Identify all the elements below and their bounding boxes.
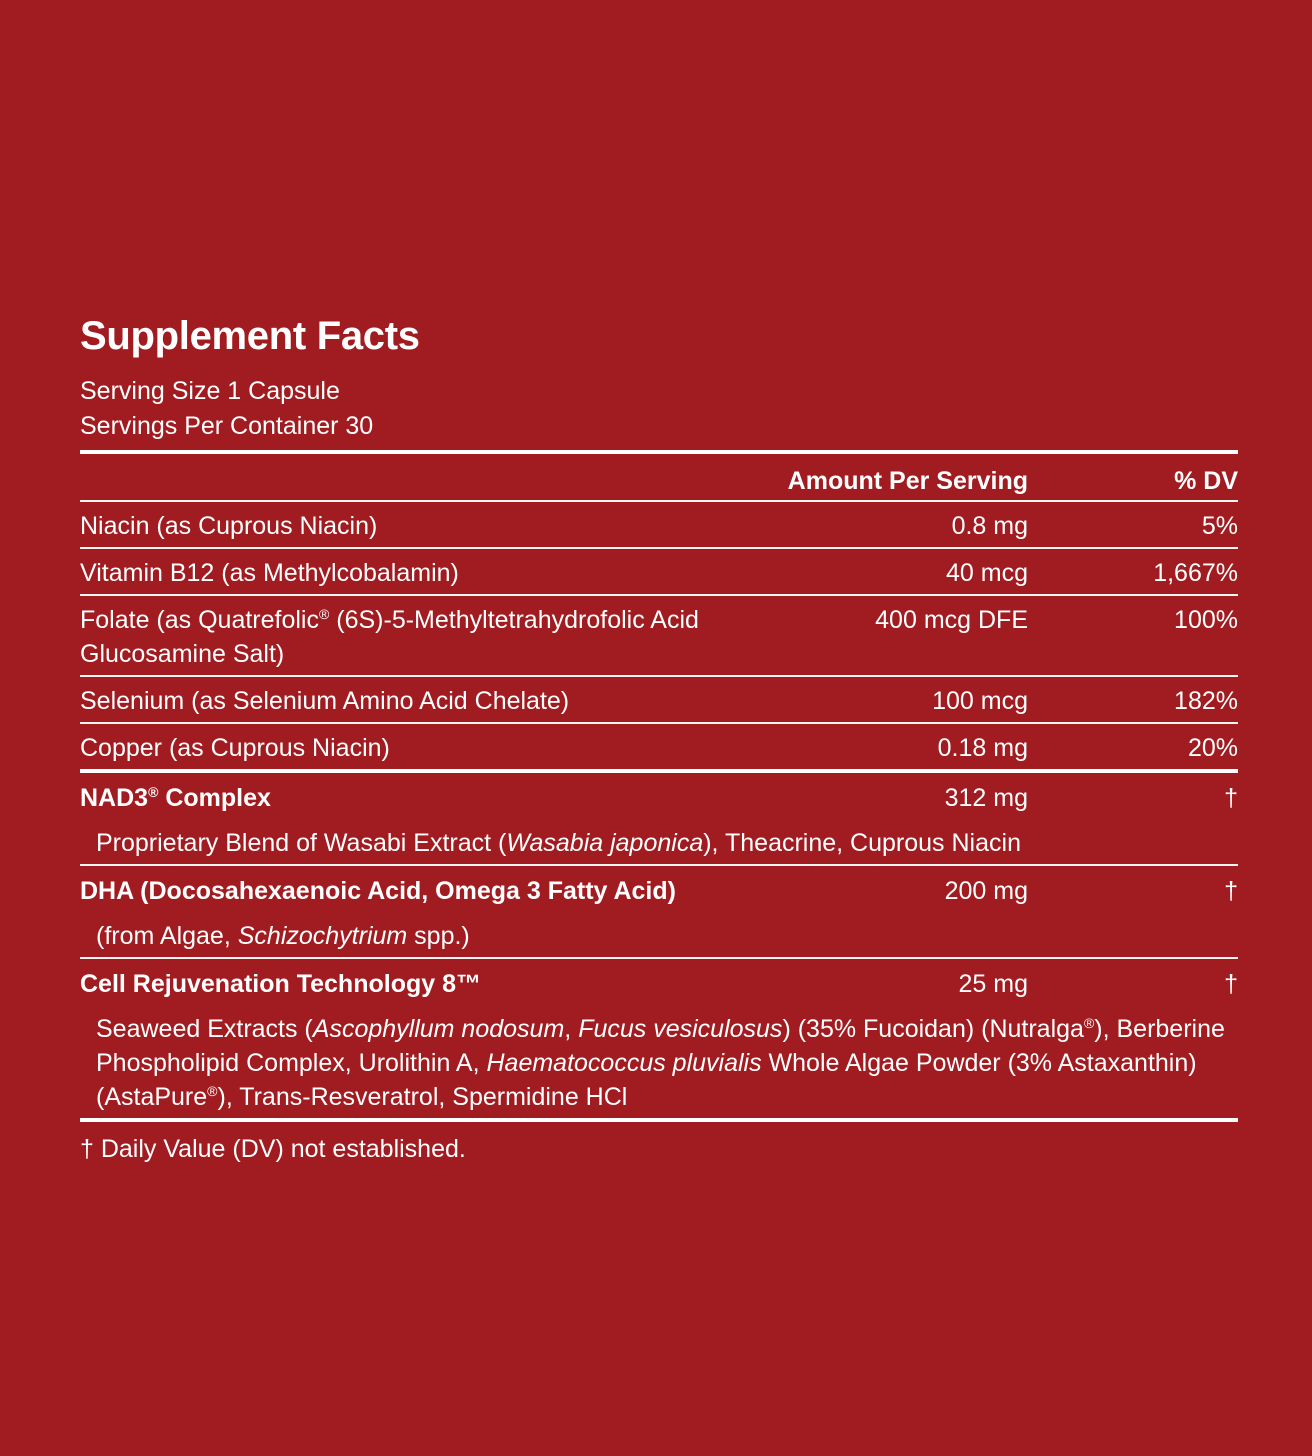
blend-description-italic: Wasabia japonica: [506, 829, 704, 857]
nutrient-amount: 40 mcg: [946, 559, 1028, 587]
divider: [80, 957, 1238, 959]
nutrient-row: Selenium (as Selenium Amino Acid Chelate…: [80, 677, 1238, 722]
nutrient-list: Niacin (as Cuprous Niacin) 0.8 mg 5% Vitami…: [80, 500, 1238, 769]
nutrient-name: Selenium (as Selenium Amino Acid Chelate…: [80, 687, 570, 715]
blend-description: Seaweed Extracts (Ascophyllum nodosum, F…: [80, 1005, 1238, 1118]
divider: [80, 1118, 1238, 1122]
blend-amount: 312 mg: [944, 784, 1028, 812]
serving-size: Serving Size 1 Capsule: [80, 377, 340, 405]
blend-description-text: ), Theacrine, Cuprous Niacin: [703, 829, 1021, 857]
blend-description-text: spp.): [407, 922, 470, 950]
blend-description-italic: Haematococcus pluvialis: [486, 1049, 762, 1077]
nutrient-row: Niacin (as Cuprous Niacin) 0.8 mg 5%: [80, 502, 1238, 547]
nutrient-amount: 0.18 mg: [937, 734, 1028, 762]
blend-amount: 200 mg: [944, 877, 1028, 905]
blend-description-italic: Schizochytrium: [237, 922, 408, 950]
blend-dv: †: [1224, 784, 1238, 812]
divider: [80, 594, 1238, 596]
blend-amount: 25 mg: [958, 970, 1028, 998]
blend-name: Cell Rejuvenation Technology 8™: [80, 970, 481, 998]
column-header-amount: Amount Per Serving: [787, 467, 1028, 495]
divider: [80, 864, 1238, 866]
nutrient-name: Folate (as Quatrefolic® (6S)-5-Methyltet…: [80, 606, 699, 668]
blend-description-text: (from Algae,: [96, 922, 238, 950]
blend-description: Proprietary Blend of Wasabi Extract (Was…: [80, 819, 1238, 864]
nutrient-row: Folate (as Quatrefolic® (6S)-5-Methyltet…: [80, 596, 1238, 675]
divider: [80, 500, 1238, 502]
supplement-facts-panel: Supplement Facts Serving Size 1 Capsule …: [80, 308, 1238, 1166]
blend-list: NAD3® Complex 312 mg † Proprietary Blend of…: [80, 769, 1238, 1118]
nutrient-amount: 100 mcg: [932, 687, 1028, 715]
divider: [80, 547, 1238, 549]
nutrient-row: Vitamin B12 (as Methylcobalamin) 40 mcg 1,…: [80, 549, 1238, 594]
nutrient-amount: 400 mcg DFE: [875, 606, 1028, 634]
blend-dv: †: [1224, 877, 1238, 905]
blend-description-italic: Fucus vesiculosus: [578, 1015, 783, 1043]
blend-name: NAD3® Complex: [80, 784, 271, 812]
serving-info: Serving Size 1 Capsule Servings Per Cont…: [80, 374, 1238, 444]
blend-row: Cell Rejuvenation Technology 8™ 25 mg †: [80, 959, 1238, 1005]
footnote: † Daily Value (DV) not established.: [80, 1135, 466, 1163]
panel-title: Supplement Facts: [80, 314, 420, 358]
blend-description-text: Proprietary Blend of Wasabi Extract (: [96, 829, 507, 857]
divider: [80, 722, 1238, 724]
blend-dv: †: [1224, 970, 1238, 998]
blend-row: DHA (Docosahexaenoic Acid, Omega 3 Fatty…: [80, 866, 1238, 912]
nutrient-name: Copper (as Cuprous Niacin): [80, 734, 390, 762]
nutrient-dv: 20%: [1187, 734, 1238, 762]
servings-per-container: Servings Per Container 30: [80, 412, 374, 440]
blend-description: (from Algae, Schizochytrium spp.): [80, 912, 1238, 957]
nutrient-amount: 0.8 mg: [951, 512, 1028, 540]
blend-description-text: Seaweed Extracts (: [96, 1015, 313, 1043]
nutrient-dv: 182%: [1174, 687, 1238, 715]
blend-description-text: ,: [564, 1015, 579, 1043]
divider: [80, 675, 1238, 677]
nutrient-name: Niacin (as Cuprous Niacin): [80, 512, 378, 540]
blend-description-text: Whole Algae Powder (3% Astaxanthin) (Ast…: [96, 1049, 1197, 1111]
column-header-dv: % DV: [1174, 467, 1238, 495]
blend-description-italic: Ascophyllum nodosum: [312, 1015, 565, 1043]
nutrient-name: Vitamin B12 (as Methylcobalamin): [80, 559, 459, 587]
column-header-row: Amount Per Serving % DV: [80, 454, 1238, 500]
blend-row: NAD3® Complex 312 mg †: [80, 773, 1238, 819]
nutrient-dv: 1,667%: [1153, 559, 1238, 587]
divider: [80, 450, 1238, 454]
divider: [80, 769, 1238, 773]
blend-name: DHA (Docosahexaenoic Acid, Omega 3 Fatty…: [80, 877, 676, 905]
nutrient-dv: 5%: [1201, 512, 1238, 540]
nutrient-dv: 100%: [1174, 606, 1238, 634]
blend-description-text: ) (35% Fucoidan) (Nutralga®), Berberine …: [96, 1015, 1225, 1077]
nutrient-row: Copper (as Cuprous Niacin) 0.18 mg 20%: [80, 724, 1238, 769]
